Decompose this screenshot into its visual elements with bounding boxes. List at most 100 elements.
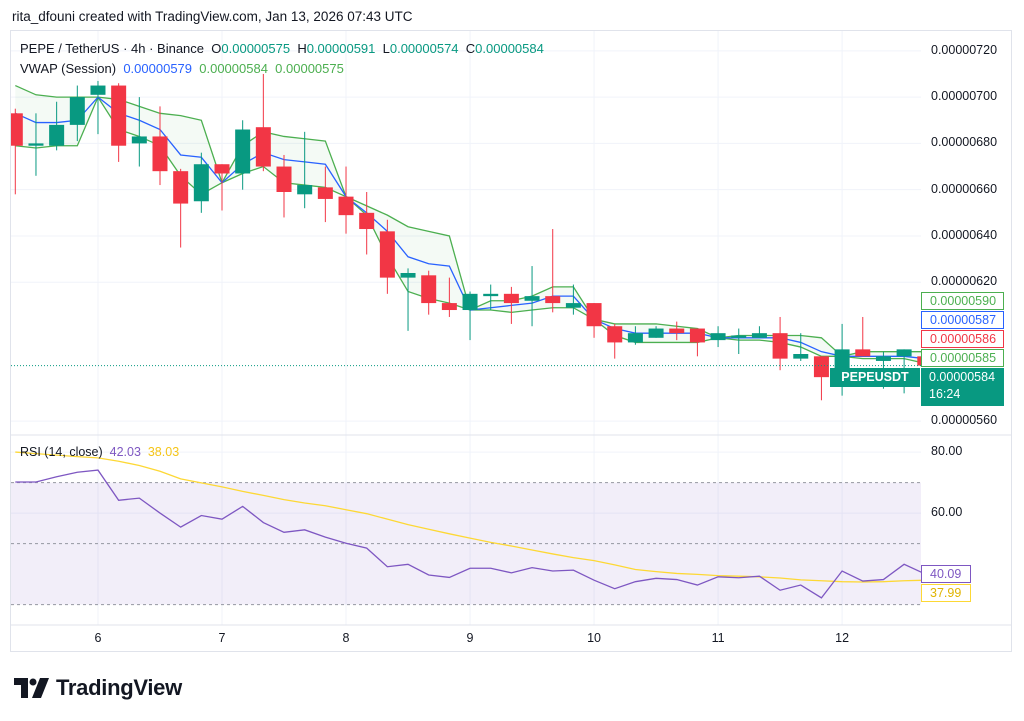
vwap-value: 0.00000579 (123, 61, 193, 76)
high-value: 0.00000591 (306, 41, 376, 56)
vwap-legend: VWAP (Session) 0.00000579 0.00000584 0.0… (20, 61, 344, 76)
candle-body (813, 356, 829, 378)
price-pane (11, 73, 921, 401)
close-label: C (465, 41, 476, 56)
candle-body (731, 335, 747, 338)
candle-body (648, 328, 664, 338)
candle-body (379, 231, 395, 278)
candle-body (90, 85, 106, 95)
candle-body (524, 296, 540, 301)
candle-body (441, 303, 457, 311)
tradingview-logo[interactable]: TradingView (14, 674, 182, 702)
candle-up (69, 85, 85, 142)
candle-body (483, 293, 499, 297)
bar-countdown: 16:24 (929, 387, 961, 401)
symbol-title[interactable]: PEPE / TetherUS · 4h · Binance (20, 41, 205, 56)
candle-up (524, 266, 540, 327)
candle-body (214, 164, 230, 174)
candle-down (379, 219, 395, 294)
candle-body (875, 356, 891, 361)
price-tick-label: 0.00000700 (931, 89, 998, 104)
candle-down (152, 106, 168, 186)
red-price-tag: 0.00000586 (921, 330, 1004, 348)
candle-body (400, 273, 416, 278)
candle-up (483, 284, 499, 311)
time-tick-label: 11 (711, 631, 725, 645)
candle-body (793, 354, 809, 359)
candle-body (751, 333, 767, 338)
low-value: 0.00000574 (389, 41, 459, 56)
candle-up (731, 328, 747, 354)
candle-body (586, 303, 602, 327)
candle-down (441, 277, 457, 317)
candle-up (400, 268, 416, 331)
candle-body (359, 212, 375, 230)
candle-body (855, 349, 871, 357)
rsi-band-fill (11, 482, 921, 605)
candle-up (235, 120, 251, 190)
candle-up (648, 326, 664, 338)
candle-down (317, 166, 333, 223)
last-price-tag: 0.00000584 16:24 (921, 368, 1004, 406)
rsi-value-tag: 40.09 (921, 565, 971, 583)
open-label: O (211, 41, 222, 56)
price-tick-label: 0.00000560 (931, 413, 998, 428)
candle-down (586, 303, 602, 338)
candle-down (359, 192, 375, 255)
chart-credit: rita_dfouni created with TradingView.com… (12, 9, 413, 24)
candle-down (855, 316, 871, 357)
candle-body (69, 97, 85, 125)
rsi-ma-value-tag: 37.99 (921, 584, 971, 602)
candle-body (297, 185, 313, 195)
vwap-title[interactable]: VWAP (Session) (20, 61, 117, 76)
rsi-legend: RSI (14, close) 42.03 38.03 (20, 445, 179, 459)
last-price: 0.00000584 (929, 370, 996, 384)
price-tick-label: 0.00000660 (931, 181, 998, 196)
time-tick-label: 8 (342, 631, 350, 645)
close-value: 0.00000584 (475, 41, 544, 56)
rsi-value: 42.03 (109, 445, 141, 459)
candle-down (11, 108, 23, 195)
candle-body (565, 303, 581, 308)
candle-body (173, 171, 189, 204)
candle-up (297, 131, 313, 209)
price-tick-label: 0.00000720 (931, 42, 998, 57)
candle-up (565, 284, 581, 315)
candle-body (462, 293, 478, 311)
rsi-ma-line (15, 451, 921, 583)
chart-frame (10, 30, 1012, 652)
candle-body (710, 333, 726, 341)
time-tick-label: 9 (466, 631, 474, 645)
high-label: H (297, 41, 307, 56)
candle-body (772, 333, 788, 359)
open-value: 0.00000575 (221, 41, 291, 56)
price-tick-label: 0.00000620 (931, 274, 998, 289)
time-tick-label: 10 (587, 631, 601, 645)
candle-down (545, 229, 561, 313)
candle-up (90, 80, 106, 135)
candle-down (503, 286, 519, 324)
candle-down (214, 164, 230, 211)
candle-down (276, 154, 292, 218)
vwap-lower-value: 0.00000575 (275, 61, 344, 76)
vwap-lower-price-tag: 0.00000585 (921, 349, 1004, 367)
candle-body (896, 349, 912, 357)
candle-body (338, 196, 354, 216)
candle-body (111, 85, 127, 146)
candle-down (689, 328, 705, 357)
candle-body (28, 143, 44, 146)
candle-body (255, 127, 271, 167)
rsi-tick-label: 80.00 (931, 444, 963, 459)
rsi-pane (11, 451, 921, 606)
candle-body (421, 275, 437, 304)
price-tick-label: 0.00000640 (931, 227, 998, 242)
candle-body (152, 136, 168, 172)
rsi-ma-value: 38.03 (147, 445, 180, 459)
candle-down (669, 321, 685, 341)
rsi-title[interactable]: RSI (14, close) (20, 445, 103, 459)
grid (11, 31, 921, 625)
candle-down (255, 73, 271, 172)
symbol-legend: PEPE / TetherUS · 4h · Binance O0.000005… (20, 41, 544, 56)
price-tick-label: 0.00000680 (931, 135, 998, 150)
